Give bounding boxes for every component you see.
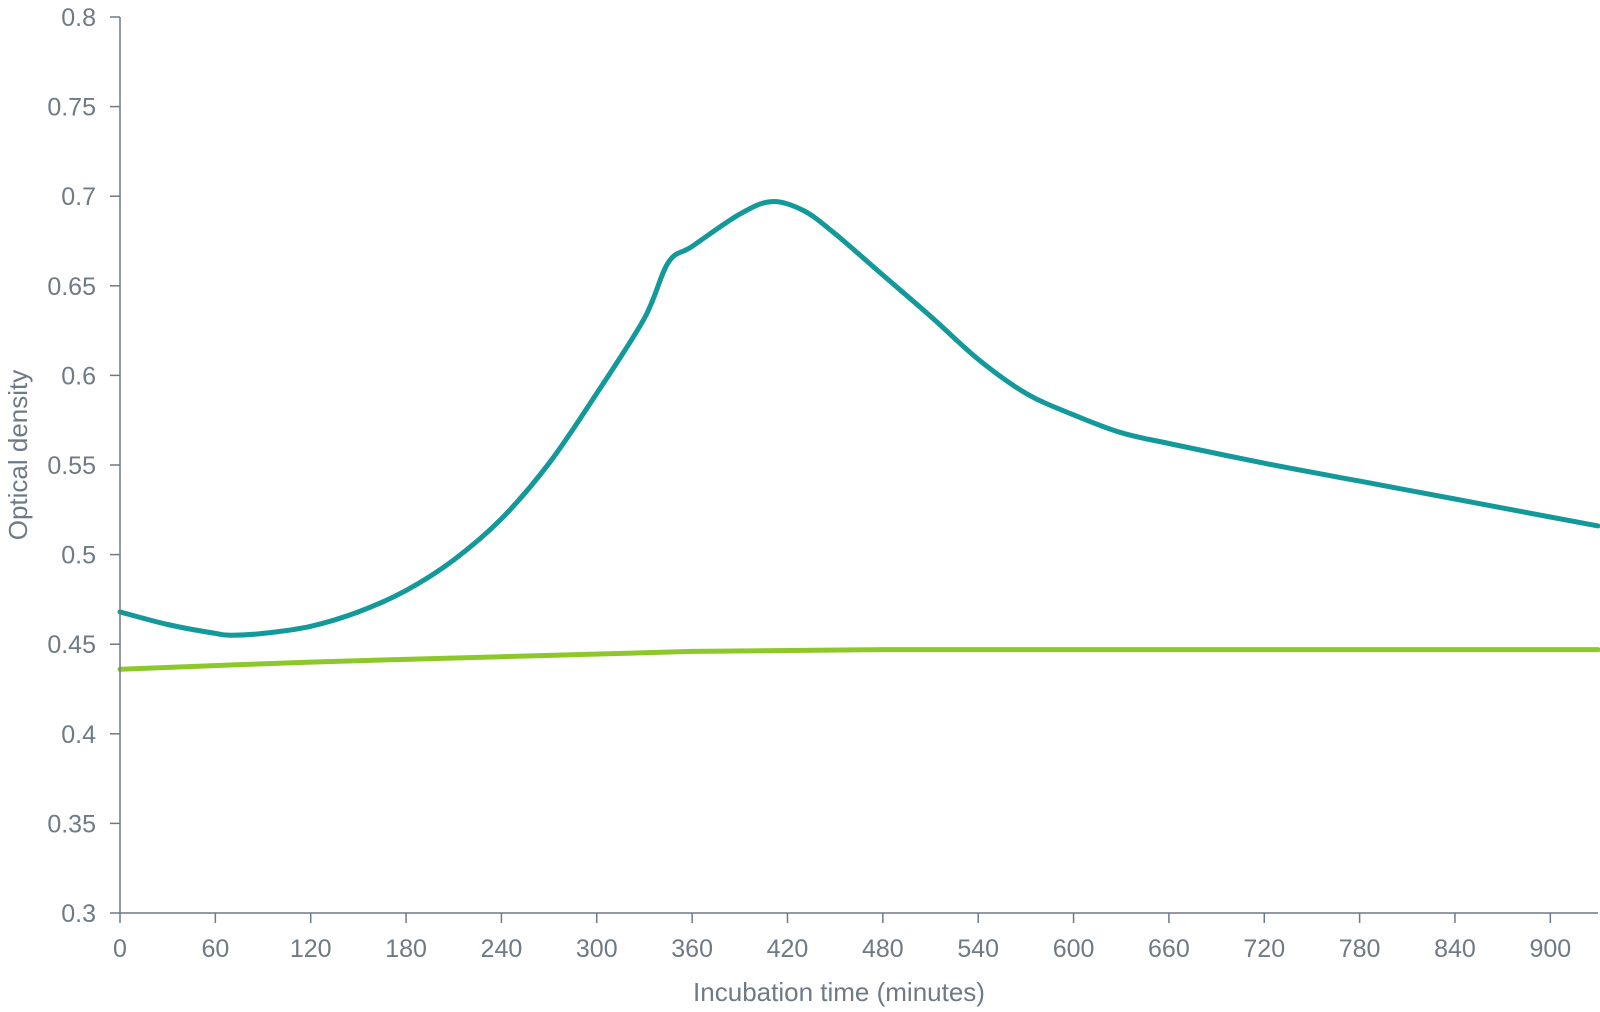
x-tick-label: 240 xyxy=(481,935,523,963)
x-tick-label: 840 xyxy=(1434,935,1476,963)
x-tick-label: 780 xyxy=(1339,935,1381,963)
y-tick-label: 0.65 xyxy=(47,273,96,301)
y-ticks: 0.3 0.35 0.4 0.45 0.5 0.55 0.6 0.65 0.7 0.75 0.8 xyxy=(47,4,120,928)
x-tick-label: 540 xyxy=(957,935,999,963)
x-tick-label: 480 xyxy=(862,935,904,963)
series-line-2 xyxy=(117,646,1600,672)
y-tick-label: 0.6 xyxy=(61,362,96,390)
x-tick-label: 180 xyxy=(385,935,427,963)
x-tick-label: 0 xyxy=(113,935,127,963)
y-tick-label: 0.7 xyxy=(61,183,96,211)
x-tick-label: 420 xyxy=(767,935,809,963)
x-ticks: 0 60 120 180 240 300 360 420 480 540 600 660 720 780 8… xyxy=(113,913,1571,963)
x-tick-label: 720 xyxy=(1243,935,1285,963)
y-tick-label: 0.75 xyxy=(47,94,96,122)
y-tick-label: 0.5 xyxy=(61,542,96,570)
x-tick-label: 900 xyxy=(1529,935,1571,963)
x-tick-label: 600 xyxy=(1053,935,1095,963)
series-line-1 xyxy=(117,199,1600,638)
x-tick-label: 660 xyxy=(1148,935,1190,963)
y-tick-label: 0.55 xyxy=(47,452,96,480)
y-axis-title: Optical density xyxy=(3,370,33,541)
x-tick-label: 60 xyxy=(201,935,229,963)
series-layer xyxy=(117,199,1600,672)
x-tick-label: 360 xyxy=(671,935,713,963)
x-axis-title: Incubation time (minutes) xyxy=(693,977,985,1007)
x-tick-label: 120 xyxy=(290,935,332,963)
y-tick-label: 0.4 xyxy=(61,721,96,749)
y-tick-label: 0.3 xyxy=(61,900,96,928)
y-tick-label: 0.35 xyxy=(47,810,96,838)
y-tick-label: 0.45 xyxy=(47,631,96,659)
x-tick-label: 300 xyxy=(576,935,618,963)
y-tick-label: 0.8 xyxy=(61,4,96,32)
